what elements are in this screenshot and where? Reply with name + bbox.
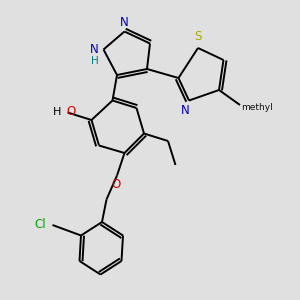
Text: N: N (120, 16, 129, 28)
Text: N: N (90, 43, 99, 56)
Text: H: H (53, 107, 61, 117)
Text: S: S (194, 31, 202, 44)
Text: H: H (91, 56, 99, 66)
Text: N: N (181, 103, 190, 116)
Text: methyl: methyl (242, 103, 273, 112)
Text: O: O (111, 178, 120, 190)
Text: Cl: Cl (34, 218, 46, 231)
Text: O: O (67, 105, 76, 119)
